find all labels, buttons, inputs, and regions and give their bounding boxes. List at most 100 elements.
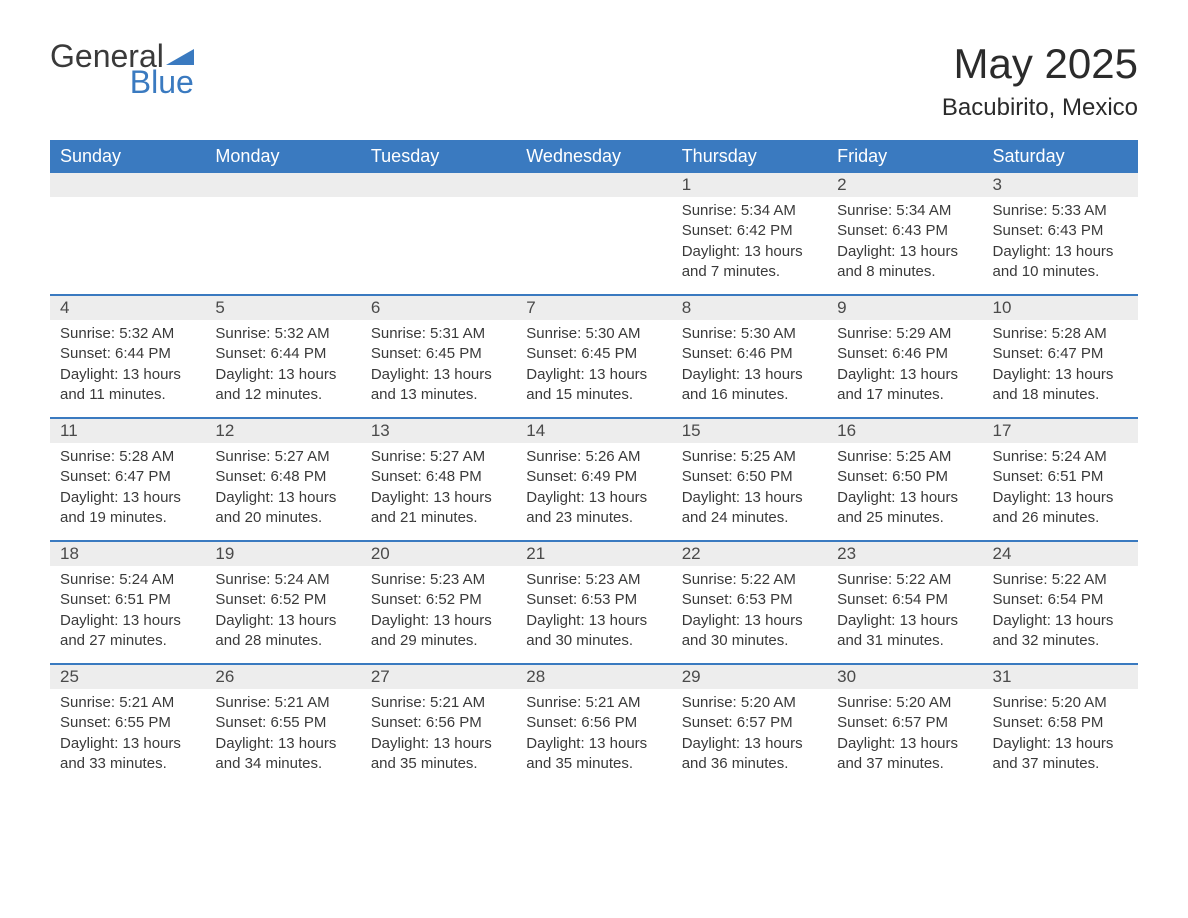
sunset-text: Sunset: 6:51 PM (60, 590, 195, 610)
day-number: 23 (827, 542, 982, 566)
day-number: 24 (983, 542, 1138, 566)
daylight-text: Daylight: 13 hours and 10 minutes. (993, 242, 1128, 283)
sunset-text: Sunset: 6:51 PM (993, 467, 1128, 487)
calendar-cell: 18Sunrise: 5:24 AMSunset: 6:51 PMDayligh… (50, 542, 205, 663)
daylight-text: Daylight: 13 hours and 25 minutes. (837, 488, 972, 529)
daylight-text: Daylight: 13 hours and 27 minutes. (60, 611, 195, 652)
month-title: May 2025 (942, 40, 1138, 88)
daylight-text: Daylight: 13 hours and 17 minutes. (837, 365, 972, 406)
daylight-text: Daylight: 13 hours and 19 minutes. (60, 488, 195, 529)
day-header-cell: Tuesday (361, 140, 516, 173)
day-details: Sunrise: 5:25 AMSunset: 6:50 PMDaylight:… (672, 443, 827, 528)
sunrise-text: Sunrise: 5:27 AM (215, 447, 350, 467)
sunrise-text: Sunrise: 5:25 AM (682, 447, 817, 467)
daylight-text: Daylight: 13 hours and 29 minutes. (371, 611, 506, 652)
day-details: Sunrise: 5:31 AMSunset: 6:45 PMDaylight:… (361, 320, 516, 405)
calendar-cell: 28Sunrise: 5:21 AMSunset: 6:56 PMDayligh… (516, 665, 671, 786)
calendar-cell: 5 Sunrise: 5:32 AMSunset: 6:44 PMDaylight… (205, 296, 360, 417)
sunset-text: Sunset: 6:50 PM (837, 467, 972, 487)
sunset-text: Sunset: 6:48 PM (215, 467, 350, 487)
sunrise-text: Sunrise: 5:29 AM (837, 324, 972, 344)
sunrise-text: Sunrise: 5:20 AM (682, 693, 817, 713)
calendar-cell: 2Sunrise: 5:34 AMSunset: 6:43 PMDaylight… (827, 173, 982, 294)
day-number: 10 (983, 296, 1138, 320)
sunset-text: Sunset: 6:55 PM (60, 713, 195, 733)
calendar-cell (205, 173, 360, 294)
day-number: 4 (50, 296, 205, 320)
day-details: Sunrise: 5:23 AMSunset: 6:52 PMDaylight:… (361, 566, 516, 651)
daylight-text: Daylight: 13 hours and 16 minutes. (682, 365, 817, 406)
calendar-cell (50, 173, 205, 294)
day-number: 12 (205, 419, 360, 443)
calendar-cell: 20Sunrise: 5:23 AMSunset: 6:52 PMDayligh… (361, 542, 516, 663)
calendar-body: 1Sunrise: 5:34 AMSunset: 6:42 PMDaylight… (50, 173, 1138, 786)
daylight-text: Daylight: 13 hours and 20 minutes. (215, 488, 350, 529)
calendar-cell: 9Sunrise: 5:29 AMSunset: 6:46 PMDaylight… (827, 296, 982, 417)
calendar-cell: 26Sunrise: 5:21 AMSunset: 6:55 PMDayligh… (205, 665, 360, 786)
sunset-text: Sunset: 6:44 PM (215, 344, 350, 364)
day-number: 16 (827, 419, 982, 443)
calendar-cell: 7Sunrise: 5:30 AMSunset: 6:45 PMDaylight… (516, 296, 671, 417)
calendar-cell: 1Sunrise: 5:34 AMSunset: 6:42 PMDaylight… (672, 173, 827, 294)
day-number: 5 (205, 296, 360, 320)
day-number: 27 (361, 665, 516, 689)
day-header-cell: Wednesday (516, 140, 671, 173)
day-number (516, 173, 671, 197)
day-header-cell: Friday (827, 140, 982, 173)
sunrise-text: Sunrise: 5:31 AM (371, 324, 506, 344)
day-number: 21 (516, 542, 671, 566)
sunrise-text: Sunrise: 5:22 AM (837, 570, 972, 590)
daylight-text: Daylight: 13 hours and 15 minutes. (526, 365, 661, 406)
calendar-cell: 17Sunrise: 5:24 AMSunset: 6:51 PMDayligh… (983, 419, 1138, 540)
sunrise-text: Sunrise: 5:32 AM (215, 324, 350, 344)
sunrise-text: Sunrise: 5:25 AM (837, 447, 972, 467)
calendar-cell: 25Sunrise: 5:21 AMSunset: 6:55 PMDayligh… (50, 665, 205, 786)
daylight-text: Daylight: 13 hours and 12 minutes. (215, 365, 350, 406)
calendar-cell: 13Sunrise: 5:27 AMSunset: 6:48 PMDayligh… (361, 419, 516, 540)
daylight-text: Daylight: 13 hours and 37 minutes. (993, 734, 1128, 775)
day-number: 31 (983, 665, 1138, 689)
day-number: 7 (516, 296, 671, 320)
sunset-text: Sunset: 6:43 PM (837, 221, 972, 241)
day-details: Sunrise: 5:20 AMSunset: 6:57 PMDaylight:… (827, 689, 982, 774)
calendar: SundayMondayTuesdayWednesdayThursdayFrid… (50, 140, 1138, 786)
day-number: 26 (205, 665, 360, 689)
sunset-text: Sunset: 6:46 PM (837, 344, 972, 364)
day-header-cell: Saturday (983, 140, 1138, 173)
day-details: Sunrise: 5:34 AMSunset: 6:42 PMDaylight:… (672, 197, 827, 282)
day-number: 29 (672, 665, 827, 689)
week-row: 1Sunrise: 5:34 AMSunset: 6:42 PMDaylight… (50, 173, 1138, 294)
sunrise-text: Sunrise: 5:30 AM (526, 324, 661, 344)
day-header-cell: Sunday (50, 140, 205, 173)
calendar-cell: 22Sunrise: 5:22 AMSunset: 6:53 PMDayligh… (672, 542, 827, 663)
day-details: Sunrise: 5:32 AMSunset: 6:44 PMDaylight:… (50, 320, 205, 405)
sunrise-text: Sunrise: 5:34 AM (682, 201, 817, 221)
sunset-text: Sunset: 6:52 PM (371, 590, 506, 610)
day-details: Sunrise: 5:21 AMSunset: 6:56 PMDaylight:… (516, 689, 671, 774)
daylight-text: Daylight: 13 hours and 35 minutes. (526, 734, 661, 775)
location: Bacubirito, Mexico (942, 94, 1138, 122)
calendar-cell: 10Sunrise: 5:28 AMSunset: 6:47 PMDayligh… (983, 296, 1138, 417)
calendar-cell: 24Sunrise: 5:22 AMSunset: 6:54 PMDayligh… (983, 542, 1138, 663)
sunrise-text: Sunrise: 5:23 AM (371, 570, 506, 590)
sunrise-text: Sunrise: 5:20 AM (993, 693, 1128, 713)
calendar-cell (361, 173, 516, 294)
day-details: Sunrise: 5:21 AMSunset: 6:56 PMDaylight:… (361, 689, 516, 774)
day-number: 14 (516, 419, 671, 443)
calendar-cell: 29Sunrise: 5:20 AMSunset: 6:57 PMDayligh… (672, 665, 827, 786)
calendar-cell: 6Sunrise: 5:31 AMSunset: 6:45 PMDaylight… (361, 296, 516, 417)
sunrise-text: Sunrise: 5:33 AM (993, 201, 1128, 221)
sunset-text: Sunset: 6:46 PM (682, 344, 817, 364)
sunrise-text: Sunrise: 5:34 AM (837, 201, 972, 221)
day-details: Sunrise: 5:23 AMSunset: 6:53 PMDaylight:… (516, 566, 671, 651)
day-details: Sunrise: 5:28 AMSunset: 6:47 PMDaylight:… (50, 443, 205, 528)
day-details: Sunrise: 5:24 AMSunset: 6:51 PMDaylight:… (983, 443, 1138, 528)
calendar-cell (516, 173, 671, 294)
day-number (50, 173, 205, 197)
day-details: Sunrise: 5:24 AMSunset: 6:51 PMDaylight:… (50, 566, 205, 651)
week-row: 4Sunrise: 5:32 AMSunset: 6:44 PMDaylight… (50, 294, 1138, 417)
calendar-cell: 30Sunrise: 5:20 AMSunset: 6:57 PMDayligh… (827, 665, 982, 786)
sunrise-text: Sunrise: 5:27 AM (371, 447, 506, 467)
day-number: 18 (50, 542, 205, 566)
day-number: 28 (516, 665, 671, 689)
